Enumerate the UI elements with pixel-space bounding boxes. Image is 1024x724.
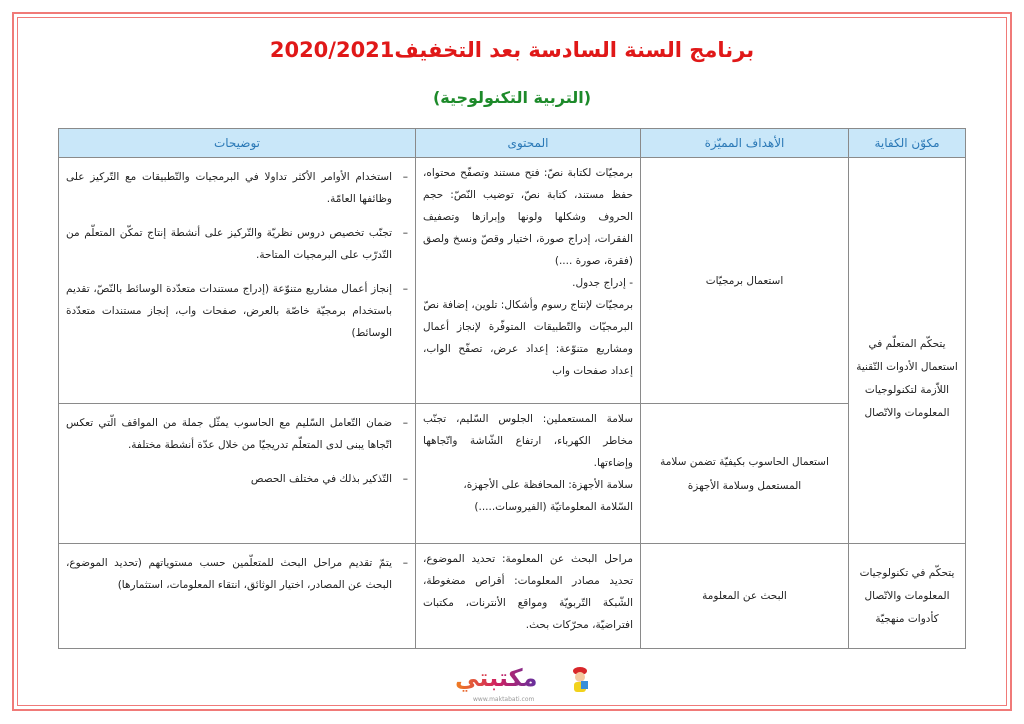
content-item: - إدراج جدول. [572, 277, 633, 289]
logo-wordmark: مكتبتي [455, 664, 538, 692]
table-row: استعمال الحاسوب بكيفيّة تضمن سلامة المست… [58, 403, 966, 544]
content-item: سلامة الأجهزة: المحافظة على الأجهزة، [463, 479, 633, 491]
note-item: تجنّب تخصيص دروس نظريّة والتّركيز على أن… [66, 222, 408, 266]
page-border-inner [17, 17, 1007, 706]
table-row: يتحكّم المتعلّم في استعمال الأدوات التّق… [58, 157, 966, 544]
reading-boy-icon [573, 667, 588, 692]
column-header-component: مكوّن الكفاية [848, 128, 966, 158]
content-cell: سلامة المستعملين: الجلوس السّليم، تجنّب … [415, 403, 641, 544]
content-item: سلامة المستعملين: الجلوس السّليم، تجنّب … [423, 413, 633, 469]
note-item: إنجاز أعمال مشاريع متنوّعة (إدراج مستندا… [66, 278, 408, 344]
program-table: مكوّن الكفاية الأهداف المميّزة المحتوى ت… [58, 128, 966, 649]
notes-cell: استخدام الأوامر الأكثر تداولا في البرمجي… [58, 157, 416, 404]
content-item: مراحل البحث عن المعلومة: تحديد الموضوع، … [423, 553, 633, 631]
objective-cell: استعمال الحاسوب بكيفيّة تضمن سلامة المست… [640, 403, 849, 544]
table-row: يتحكّم في تكنولوجيات المعلومات والاتّصال… [58, 543, 966, 649]
note-item: ضمان التّعامل السّليم مع الحاسوب يمثّل ج… [66, 412, 408, 456]
maktabati-logo: مكتبتي www.maktabati.com [455, 662, 588, 703]
page-title: برنامج السنة السادسة بعد التخفيف2020/202… [269, 38, 755, 62]
note-item: يتمّ تقديم مراحل البحث للمتعلّمين حسب مس… [66, 552, 408, 596]
logo-url: www.maktabati.com [473, 696, 535, 703]
content-item: السّلامة المعلوماتيّة (الفيروسات.....) [474, 501, 633, 513]
notes-cell: ضمان التّعامل السّليم مع الحاسوب يمثّل ج… [58, 403, 416, 544]
content-item: برمجيّات لكتابة نصّ: فتح مستند وتصفّح مح… [423, 167, 633, 267]
note-item: التّذكير بذلك في مختلف الحصص [66, 468, 408, 490]
objective-cell: البحث عن المعلومة [640, 543, 849, 649]
page-border-outer [12, 12, 1012, 711]
column-header-objectives: الأهداف المميّزة [640, 128, 849, 158]
notes-cell: يتمّ تقديم مراحل البحث للمتعلّمين حسب مس… [58, 543, 416, 649]
component-cell: يتحكّم في تكنولوجيات المعلومات والاتّصال… [848, 543, 966, 649]
objective-cell: استعمال برمجيّات [640, 157, 849, 404]
column-header-notes: توضيحات [58, 128, 416, 158]
table-header-row: مكوّن الكفاية الأهداف المميّزة المحتوى ت… [58, 128, 966, 158]
content-item: برمجيّات لإنتاج رسوم وأشكال: تلوين، إضاف… [423, 299, 633, 311]
content-cell: برمجيّات لكتابة نصّ: فتح مستند وتصفّح مح… [415, 157, 641, 404]
component-cell: يتحكّم المتعلّم في استعمال الأدوات التّق… [848, 157, 966, 544]
column-header-content: المحتوى [415, 128, 641, 158]
note-item: استخدام الأوامر الأكثر تداولا في البرمجي… [66, 166, 408, 210]
page-subtitle: (التربية التكنولوجية) [432, 88, 592, 107]
content-item: البرمجيّات والتّطبيقات المتوفّرة لإنجاز … [423, 321, 633, 377]
content-cell: مراحل البحث عن المعلومة: تحديد الموضوع، … [415, 543, 641, 649]
